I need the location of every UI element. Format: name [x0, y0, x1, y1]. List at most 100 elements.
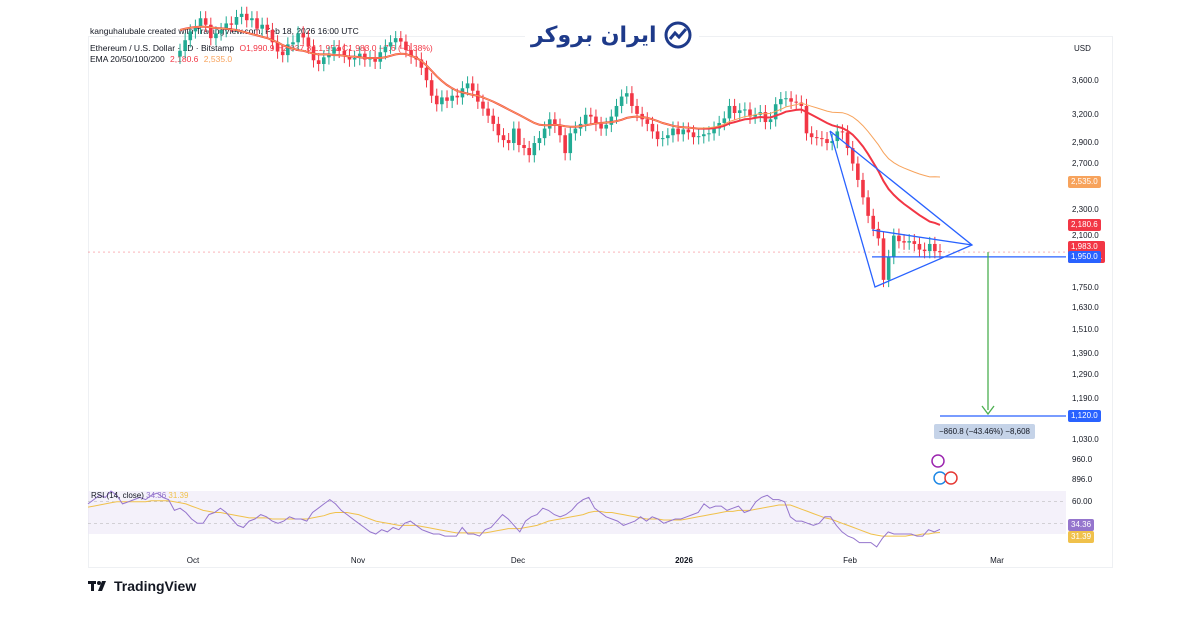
ema50-value: 2,535.0 [203, 54, 233, 64]
target-arrowhead [981, 405, 995, 416]
candle-body [378, 52, 383, 62]
candle-body [363, 53, 367, 60]
candle-body [527, 148, 531, 156]
candle-body [234, 16, 239, 25]
candle-body [850, 148, 855, 164]
candle-body [337, 47, 341, 51]
candle-body [332, 47, 336, 54]
candle-body [419, 59, 424, 68]
candle-body [655, 131, 660, 140]
time-tick-label: Mar [990, 556, 1004, 565]
rsi-ma-value: 31.39 [168, 491, 189, 500]
candle-body [280, 51, 285, 56]
candle-body [532, 143, 537, 156]
candle-body [614, 105, 619, 117]
candle-body [779, 99, 783, 105]
time-tick-label: Dec [510, 556, 526, 565]
logo-text: ایران بروکر [531, 22, 657, 48]
time-tick-label: Feb [843, 556, 857, 565]
candle-body [537, 138, 542, 144]
triangle-upper-line [871, 229, 973, 246]
rsi-value-tag: 34.36 [1068, 519, 1095, 532]
candle-body [291, 42, 295, 45]
candle-body [789, 98, 793, 102]
candle-body [871, 215, 876, 229]
price-tag: 2,180.6 [1068, 218, 1101, 231]
measure-label: −860.8 (−43.46%) −8,608 [934, 424, 1035, 439]
candle-body [393, 38, 398, 43]
candle-body [224, 23, 229, 31]
candle-body [342, 50, 347, 56]
candle-body [321, 57, 326, 64]
price-tick-label: 1,630.0 [1072, 303, 1099, 313]
candle-body [784, 98, 788, 100]
candle-body [511, 128, 516, 144]
candle-body [424, 67, 429, 81]
us-flag-icon [944, 471, 958, 485]
candle-body [691, 132, 696, 138]
ema20-value: 2,180.6 [170, 54, 199, 64]
price-tick-label: 2,100.0 [1072, 230, 1099, 240]
candle-body [517, 128, 521, 146]
candle-body [876, 228, 881, 239]
us-flag-icon [933, 471, 947, 485]
tradingview-logo-icon [88, 581, 106, 591]
rsi-tick-label: 60.00 [1072, 496, 1093, 506]
price-tick-label: 3,200.0 [1072, 109, 1099, 119]
candle-body [856, 163, 860, 180]
rsi-legend: RSI (14, close) 34.36 31.39 [91, 491, 188, 500]
candle-body [753, 114, 757, 117]
candle-body [891, 235, 896, 257]
candle-body [357, 53, 362, 59]
candle-body [707, 133, 711, 135]
candle-body [609, 116, 614, 125]
price-tick-label: 2,900.0 [1072, 138, 1099, 148]
candle-body [809, 133, 814, 138]
candle-body [352, 58, 357, 60]
candle-body [933, 243, 937, 252]
candle-body [193, 26, 198, 32]
candle-body [542, 128, 547, 139]
candle-body [558, 125, 562, 136]
candle-body [301, 33, 306, 38]
price-tick-label: 1,290.0 [1072, 370, 1099, 380]
candle-body [732, 105, 737, 114]
candle-body [327, 53, 331, 58]
candle-body [938, 251, 942, 253]
ema-line: EMA 20/50/100/200 2,180.6 2,535.0 [90, 54, 235, 64]
candle-body [696, 136, 701, 138]
candle-body [722, 118, 727, 123]
candle-body [316, 60, 321, 64]
candle-body [239, 13, 244, 17]
price-tag: 1,120.0 [1068, 409, 1101, 422]
candle-body [568, 133, 573, 154]
candle-body [270, 30, 275, 43]
candle-body [496, 123, 501, 136]
symbol-line: Ethereum / U.S. Dollar · 1D · Bitstamp O… [90, 43, 436, 53]
candle-body [866, 197, 870, 216]
candle-body [373, 58, 377, 62]
candle-body [794, 101, 799, 103]
candle-body [383, 46, 388, 53]
candle-body [619, 96, 624, 106]
candle-body [399, 38, 403, 42]
candle-body [604, 124, 609, 129]
candle-body [881, 238, 886, 280]
candle-body [229, 23, 234, 25]
ohlc-values: O1,990.9 H2,037.8 L1,952 C1,983.0 −7.6 (… [239, 43, 433, 53]
candle-body [814, 137, 819, 139]
candle-body [701, 134, 706, 137]
candle-body [804, 105, 809, 134]
candle-body [912, 241, 917, 244]
ema50-line [179, 26, 941, 178]
candle-body [563, 135, 567, 154]
candle-body [553, 119, 557, 126]
currency-label: USD [1074, 44, 1091, 53]
candle-body [799, 102, 804, 106]
candle-body [275, 42, 280, 52]
price-tick-label: 2,700.0 [1072, 158, 1099, 168]
candle-body [927, 243, 932, 252]
candle-body [737, 110, 742, 114]
candle-body [255, 18, 259, 29]
